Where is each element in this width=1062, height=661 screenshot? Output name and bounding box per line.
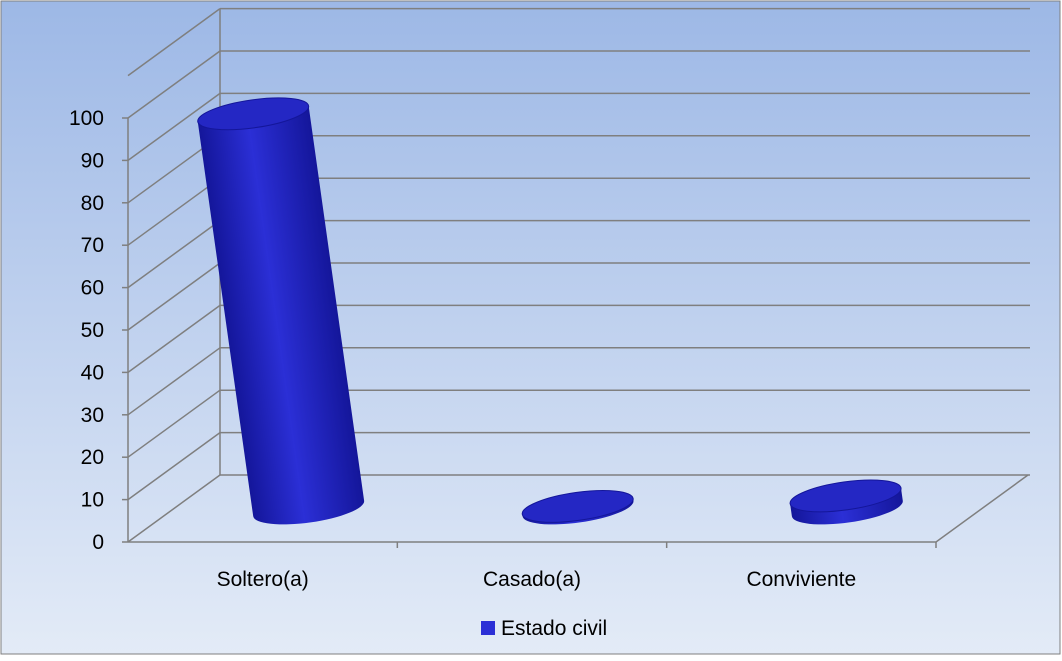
y-tick-label: 20	[81, 446, 104, 469]
gridline	[127, 304, 1030, 374]
bars	[197, 97, 903, 525]
axes	[122, 117, 1029, 548]
gridline	[127, 92, 1030, 162]
x-tick-label: Conviviente	[746, 568, 856, 591]
gridline	[127, 389, 1030, 458]
gridline	[127, 431, 1030, 501]
gridlines	[127, 7, 1030, 543]
bar	[789, 479, 903, 525]
y-tick-label: 10	[81, 489, 104, 512]
y-tick-label: 60	[81, 277, 104, 300]
y-tick-label: 80	[81, 192, 104, 215]
legend-item: Estado civil	[481, 617, 607, 640]
legend: Estado civil	[481, 617, 607, 640]
bar	[197, 97, 365, 525]
y-tick-label: 40	[81, 361, 104, 384]
legend-label: Estado civil	[501, 617, 607, 640]
gridline	[127, 219, 1030, 289]
y-tick-label: 70	[81, 234, 104, 257]
x-tick-label: Casado(a)	[483, 568, 581, 591]
labels: 0 10 20 30 40 50 60 70 80 90 100 Soltero(a) Casado(a…	[69, 107, 856, 591]
x-tick-label: Soltero(a)	[217, 568, 309, 591]
gridline	[127, 7, 1030, 77]
legend-swatch	[481, 621, 495, 635]
gridline	[127, 50, 1030, 119]
y-tick-label: 90	[81, 149, 104, 172]
gridline	[127, 177, 1030, 246]
gridline	[127, 347, 1030, 416]
y-tick-label: 100	[69, 107, 104, 130]
y-tick-label: 50	[81, 319, 104, 342]
gridline	[127, 262, 1030, 331]
bar	[521, 489, 634, 525]
y-tick-label: 30	[81, 404, 104, 427]
y-tick-label: 0	[92, 531, 104, 554]
